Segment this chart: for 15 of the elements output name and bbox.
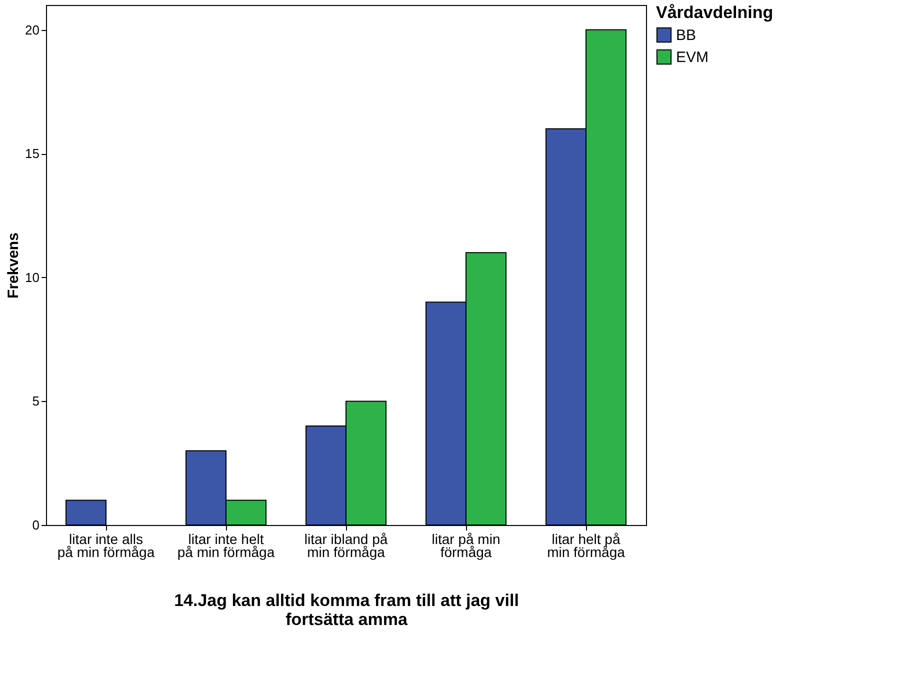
legend-label: EVM <box>676 49 709 66</box>
y-tick-label: 10 <box>25 270 40 285</box>
x-tick-label: litar inte alls på min förmåga <box>57 531 155 560</box>
y-tick-label: 20 <box>25 22 40 38</box>
x-axis-title: 14.Jag kan alltid komma fram till att jag vill fortsätta amma <box>174 591 519 629</box>
y-tick-label: 15 <box>25 146 40 162</box>
y-axis-title: Frekvens <box>5 232 22 298</box>
legend-title: Vårdavdelning <box>656 3 774 22</box>
legend-label: BB <box>676 27 696 44</box>
x-tick-label: litar inte helt på min förmåga <box>177 531 275 560</box>
x-tick-label: litar ibland på min förmåga <box>304 531 388 560</box>
y-tick-label: 5 <box>32 394 40 409</box>
x-tick-label: litar helt på min förmåga <box>547 531 626 560</box>
x-tick-label: litar på min förmåga <box>432 531 500 560</box>
y-tick-label: 0 <box>32 518 40 532</box>
